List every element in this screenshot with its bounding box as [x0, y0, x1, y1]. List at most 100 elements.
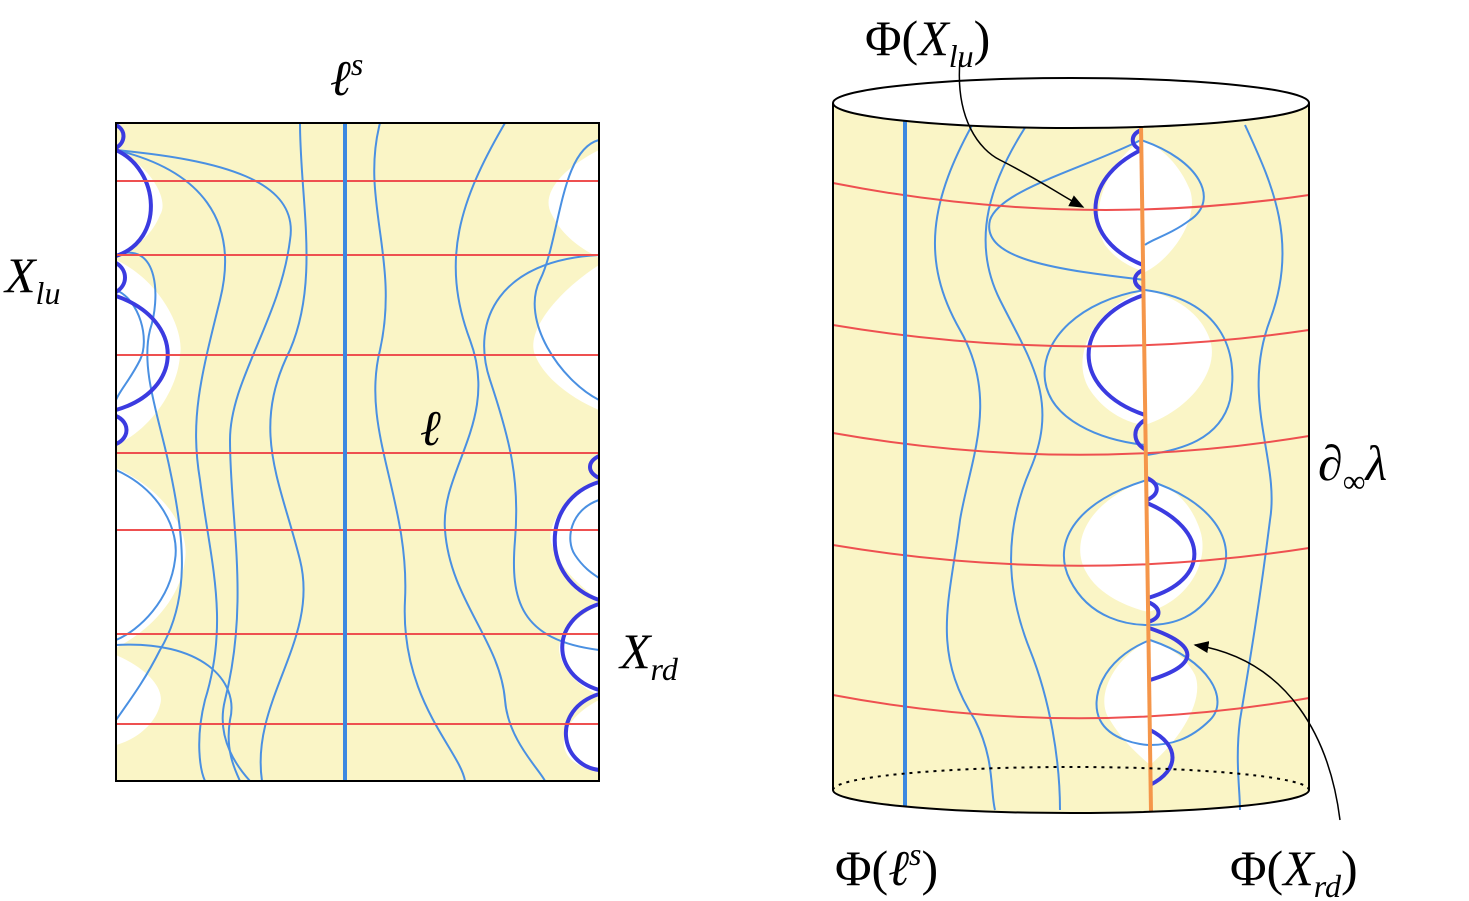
curve [115, 643, 241, 782]
right-panel: Φ(Xlu) ∂∞λ Φ(ℓs) Φ(Xrd) [832, 10, 1387, 901]
curve [115, 414, 129, 446]
boundary-curves [114, 123, 601, 772]
label-part: rd [651, 651, 679, 687]
leaf-label: ℓ [420, 400, 441, 456]
label-part: ) [974, 10, 991, 66]
curve [832, 766, 1310, 791]
label-part: ∞ [1343, 463, 1366, 499]
curve [1095, 639, 1151, 746]
curve [115, 251, 183, 721]
label-part: Φ( [865, 10, 918, 66]
curve [1149, 728, 1175, 787]
label-part: X [916, 10, 951, 66]
label-part: λ [1364, 435, 1388, 491]
curve [1082, 290, 1212, 425]
curve [373, 122, 466, 782]
curve [563, 692, 600, 772]
curve [1140, 139, 1205, 246]
curve [548, 150, 599, 258]
curve [443, 122, 546, 782]
curve [1147, 600, 1161, 624]
curve [115, 469, 177, 641]
label-part: Φ( [835, 840, 888, 896]
curve [552, 480, 600, 602]
leaf-curves [933, 119, 1284, 811]
arrow [1193, 641, 1341, 821]
curve [114, 261, 127, 294]
curve [116, 655, 161, 745]
curve [832, 324, 1310, 348]
curve [116, 150, 163, 255]
stable-leaf-label: ℓs [330, 46, 363, 106]
cylinder [833, 103, 1309, 813]
image-leaf [1139, 124, 1153, 813]
x-lu-label: Xlu [3, 247, 60, 311]
label-part: s [351, 46, 363, 82]
curve [115, 148, 153, 258]
curve [533, 265, 599, 410]
label-part: ℓ [420, 400, 441, 456]
boundary-curves [1086, 128, 1197, 787]
red-leaves [832, 182, 1310, 720]
label-part: s [909, 836, 921, 872]
phi-x-lu-label: Φ(Xlu) [865, 10, 990, 74]
label-part: X [3, 247, 38, 303]
curve [1043, 289, 1146, 446]
curve [1149, 639, 1219, 746]
cylinder-outline [832, 77, 1310, 814]
x-rd-label: Xrd [618, 623, 679, 687]
curve [1144, 289, 1234, 456]
curve [483, 254, 600, 651]
label-part: lu [949, 38, 974, 74]
label-part: ∂ [1318, 435, 1343, 491]
curve [533, 139, 600, 401]
phi-x-rd-label: Φ(Xrd) [1230, 840, 1358, 901]
curve [569, 499, 600, 579]
curve [1146, 501, 1197, 600]
curve [1146, 479, 1228, 626]
curve [1086, 293, 1146, 417]
curve [832, 432, 1310, 456]
boundary-label: ∂∞λ [1318, 435, 1387, 499]
curve [114, 123, 126, 150]
curve [832, 77, 1310, 129]
plane-border [115, 122, 600, 782]
label-part: ℓ [330, 50, 351, 106]
curve [1098, 140, 1192, 272]
label-part: Φ( [1230, 840, 1283, 896]
curve [933, 119, 996, 811]
left-panel: ℓs Xlu ℓ Xrd [3, 46, 679, 782]
curve [832, 789, 1310, 814]
curve [115, 149, 227, 782]
curve [1146, 476, 1159, 502]
label-part: lu [36, 275, 61, 311]
label-part: rd [1314, 868, 1342, 901]
curve [115, 149, 292, 782]
curve [259, 122, 308, 782]
phi-stable-leaf-label: Φ(ℓs) [835, 836, 938, 896]
curve [1132, 268, 1145, 292]
label-part: X [618, 623, 653, 679]
label-part: ) [1341, 840, 1358, 896]
curve [1148, 626, 1190, 682]
curve [1236, 124, 1284, 811]
curve [1062, 479, 1149, 626]
curve [832, 182, 1310, 211]
label-part: X [1281, 840, 1316, 896]
curve [984, 119, 1061, 811]
curve [1130, 128, 1142, 152]
label-part: ) [921, 840, 938, 896]
leaf-curves [115, 122, 600, 782]
curve [116, 468, 186, 648]
curve [560, 602, 600, 692]
label-part: ℓ [888, 840, 909, 896]
arrow [958, 59, 1085, 208]
curve [988, 139, 1146, 281]
red-leaves [116, 180, 599, 725]
curve [588, 454, 601, 480]
curve [832, 694, 1310, 720]
curve [1080, 480, 1203, 612]
curve [832, 544, 1310, 567]
curve [1133, 418, 1148, 452]
